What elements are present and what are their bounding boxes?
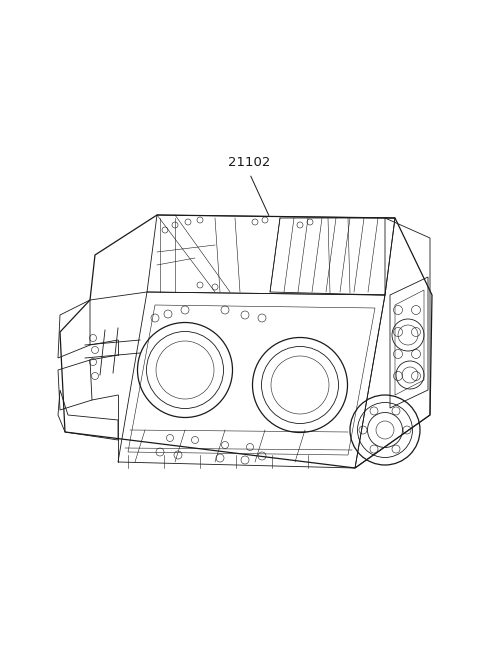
Text: 21102: 21102 <box>228 156 271 168</box>
